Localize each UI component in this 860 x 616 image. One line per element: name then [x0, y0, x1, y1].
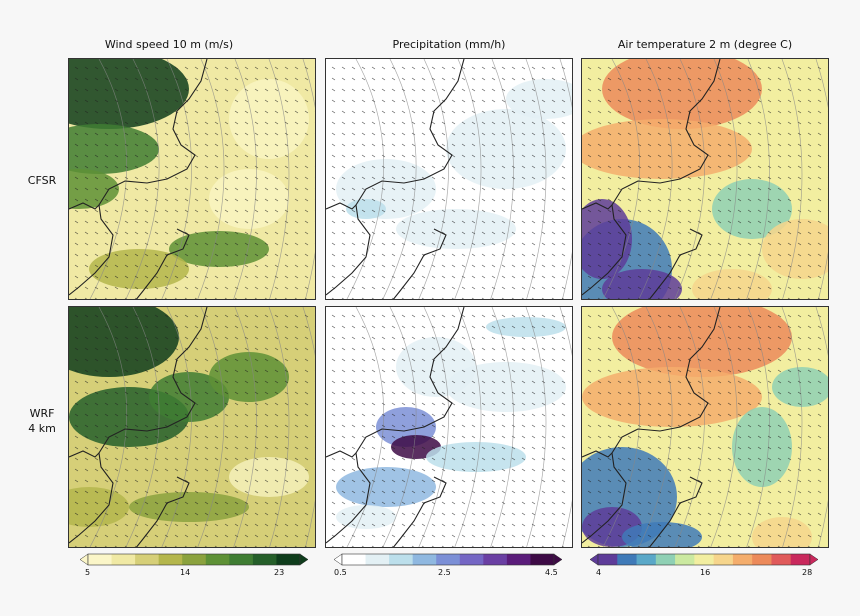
temp-tick-min: 4: [596, 568, 602, 577]
precip-tick-max: 4.5: [545, 568, 558, 577]
row-label-cfsr: CFSR: [27, 174, 57, 187]
temp-column-title: Air temperature 2 m (degree C): [617, 38, 793, 51]
row-label-wrf: WRF 4 km: [12, 406, 72, 436]
map-temp-wrf: [582, 307, 828, 547]
panel-temp-cfsr: [581, 58, 829, 300]
wind-tick-mid: 14: [180, 568, 191, 577]
wind-column-title: Wind speed 10 m (m/s): [104, 38, 234, 51]
panel-precip-cfsr: [325, 58, 573, 300]
wind-tick-max: 23: [274, 568, 285, 577]
temp-tick-max: 28: [802, 568, 813, 577]
map-wind-wrf: [69, 307, 315, 547]
temp-tick-mid: 16: [700, 568, 711, 577]
row-label-wrf-line1: WRF: [29, 407, 55, 420]
panel-wind-wrf: [68, 306, 316, 548]
wind-colorbar: [79, 553, 309, 566]
panel-wind-cfsr: [68, 58, 316, 300]
wind-tick-min: 5: [85, 568, 91, 577]
map-wind-cfsr: [69, 59, 315, 299]
precip-column-title: Precipitation (mm/h): [392, 38, 506, 51]
map-temp-cfsr: [582, 59, 828, 299]
panel-temp-wrf: [581, 306, 829, 548]
precip-colorbar: [333, 553, 563, 566]
panel-precip-wrf: [325, 306, 573, 548]
precip-tick-min: 0.5: [334, 568, 347, 577]
map-precip-cfsr: [326, 59, 572, 299]
temp-colorbar: [589, 553, 819, 566]
precip-tick-mid: 2.5: [438, 568, 451, 577]
map-precip-wrf: [326, 307, 572, 547]
row-label-wrf-line2: 4 km: [28, 422, 56, 435]
